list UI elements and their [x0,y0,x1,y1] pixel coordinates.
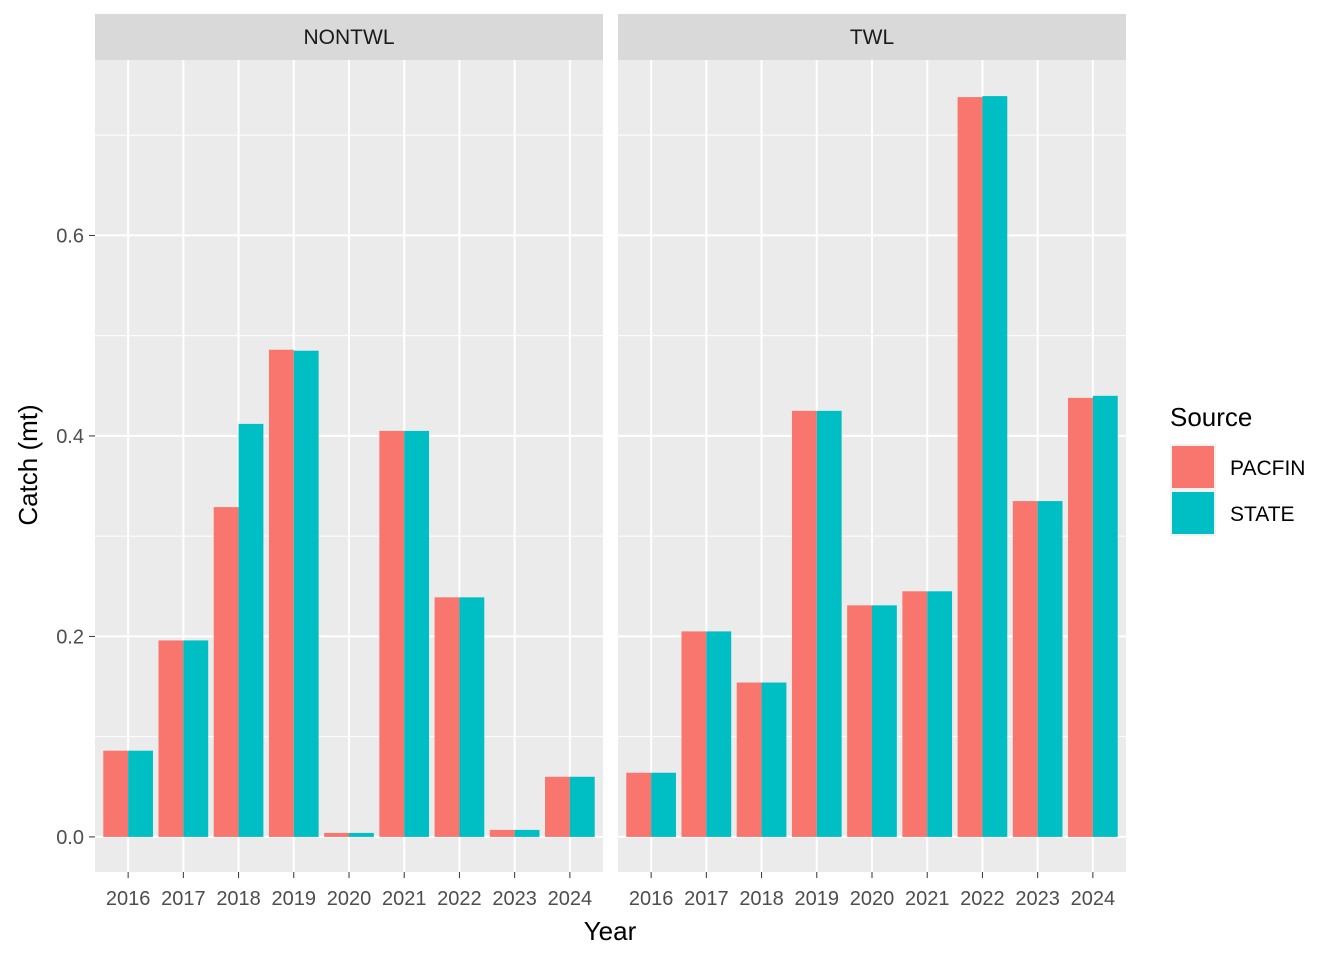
bar-twl-pacfin-2018 [736,682,762,837]
bar-twl-pacfin-2023 [1012,501,1038,837]
bar-twl-pacfin-2017 [681,631,707,837]
bar-nontwl-state-2021 [404,430,430,837]
bar-nontwl-state-2016 [128,750,153,837]
bar-nontwl-state-2024 [569,776,595,837]
x-tick-label: 2018 [739,888,784,910]
bar-twl-state-2023 [1037,501,1063,837]
bar-twl-state-2020 [872,605,897,837]
bar-twl-pacfin-2021 [902,591,928,837]
x-tick-label: 2023 [492,888,537,910]
bar-twl-state-2019 [816,410,842,837]
x-tick-label: 2022 [437,888,482,910]
bar-nontwl-pacfin-2021 [379,430,405,837]
bar-nontwl-state-2023 [514,829,540,837]
bar-twl-pacfin-2016 [626,772,652,837]
bar-twl-pacfin-2019 [791,410,817,837]
bar-twl-pacfin-2024 [1068,397,1093,837]
x-tick-label: 2023 [1015,888,1060,910]
bar-nontwl-state-2020 [349,832,374,837]
x-tick-label: 2022 [960,888,1005,910]
bar-twl-state-2017 [706,631,732,837]
bar-twl-pacfin-2022 [957,97,983,837]
bar-nontwl-pacfin-2017 [158,640,184,837]
y-tick-label: 0.2 [56,626,84,648]
bar-twl-state-2022 [982,96,1008,837]
bar-nontwl-pacfin-2020 [324,832,349,837]
legend-label-pacfin: PACFIN [1230,457,1305,480]
x-axis-title: Year [584,916,637,946]
x-tick-label: 2020 [327,888,372,910]
x-tick-label: 2021 [382,888,427,910]
x-tick-label: 2017 [161,888,206,910]
legend: Source PACFIN STATE [1170,402,1305,536]
bar-nontwl-state-2018 [238,423,264,837]
x-tick-label: 2019 [795,888,840,910]
bar-twl-pacfin-2020 [847,605,872,837]
bar-nontwl-pacfin-2019 [268,349,294,837]
x-tick-label: 2017 [684,888,729,910]
bar-nontwl-state-2022 [459,597,485,837]
facet-strip [95,14,603,60]
legend-title: Source [1170,402,1252,432]
x-tick-label: 2021 [905,888,950,910]
x-tick-label: 2018 [216,888,261,910]
bar-twl-state-2024 [1092,395,1118,837]
x-tick-label: 2016 [629,888,674,910]
bar-nontwl-pacfin-2022 [434,597,460,837]
y-tick-label: 0.0 [56,827,84,849]
y-axis-title: Catch (mt) [13,404,43,525]
bar-nontwl-state-2017 [183,640,209,837]
facet-strip-label: TWL [850,26,894,49]
facet-panels: NONTWL 2016 2017 2018 2019 2020 2021 2022 2023 20… [95,14,1126,910]
bar-nontwl-pacfin-2023 [489,829,515,837]
y-axis: 0.0 0.2 0.4 0.6 [56,225,95,849]
x-tick-label: 2024 [548,888,593,910]
legend-key-state [1172,492,1214,534]
bar-nontwl-pacfin-2018 [213,507,239,837]
y-tick-label: 0.4 [56,426,84,448]
facet-twl: TWL 2016 2017 2018 2019 2020 2021 2022 2023 2024 [618,14,1126,910]
facet-strip-label: NONTWL [304,26,395,49]
bar-nontwl-pacfin-2024 [545,776,570,837]
legend-label-state: STATE [1230,503,1295,526]
legend-key-pacfin [1172,446,1214,488]
facet-strip [618,14,1126,60]
x-tick-label: 2024 [1071,888,1116,910]
x-tick-label: 2016 [106,888,151,910]
bar-nontwl-state-2019 [293,350,319,837]
x-tick-label: 2019 [272,888,317,910]
x-tick-label: 2020 [850,888,895,910]
bar-nontwl-pacfin-2016 [103,750,129,837]
bar-twl-state-2018 [761,682,787,837]
y-tick-label: 0.6 [56,225,84,247]
bar-twl-state-2021 [927,591,953,837]
bar-twl-state-2016 [651,772,676,837]
facet-nontwl: NONTWL 2016 2017 2018 2019 2020 2021 2022 2023 20… [95,14,603,910]
